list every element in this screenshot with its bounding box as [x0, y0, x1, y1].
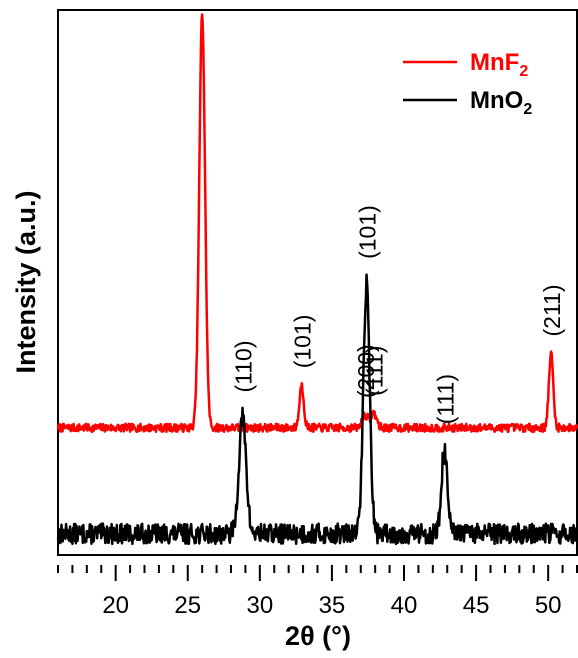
x-axis-ticks: 20 25 30 35 40 45 50: [58, 565, 577, 619]
series-line-0: [58, 15, 577, 432]
x-tick-label: 30: [246, 592, 273, 619]
peak-label-0-3: (111): [362, 346, 388, 396]
peak-label-1-1: (101): [355, 205, 381, 259]
x-tick-label: 35: [319, 592, 346, 619]
legend-label-1: MnO2: [470, 87, 532, 118]
x-tick-label: 50: [535, 592, 562, 619]
peak-label-1-2: (111): [432, 374, 458, 424]
peak-label-1-0: (110): [231, 341, 257, 393]
x-tick-label: 20: [102, 592, 129, 619]
legend-label-0: MnF2: [470, 49, 528, 80]
x-tick-label: 40: [391, 592, 418, 619]
legend: MnF2 MnO2: [403, 49, 532, 118]
y-axis-label: Intensity (a.u.): [11, 190, 41, 373]
x-axis-label: 2θ (°): [285, 621, 351, 651]
series-line-1: [58, 275, 577, 544]
peak-label-0-4: (211): [539, 285, 565, 337]
peak-label-0-1: (101): [290, 315, 316, 369]
x-tick-label: 25: [174, 592, 201, 619]
x-tick-label: 45: [463, 592, 490, 619]
